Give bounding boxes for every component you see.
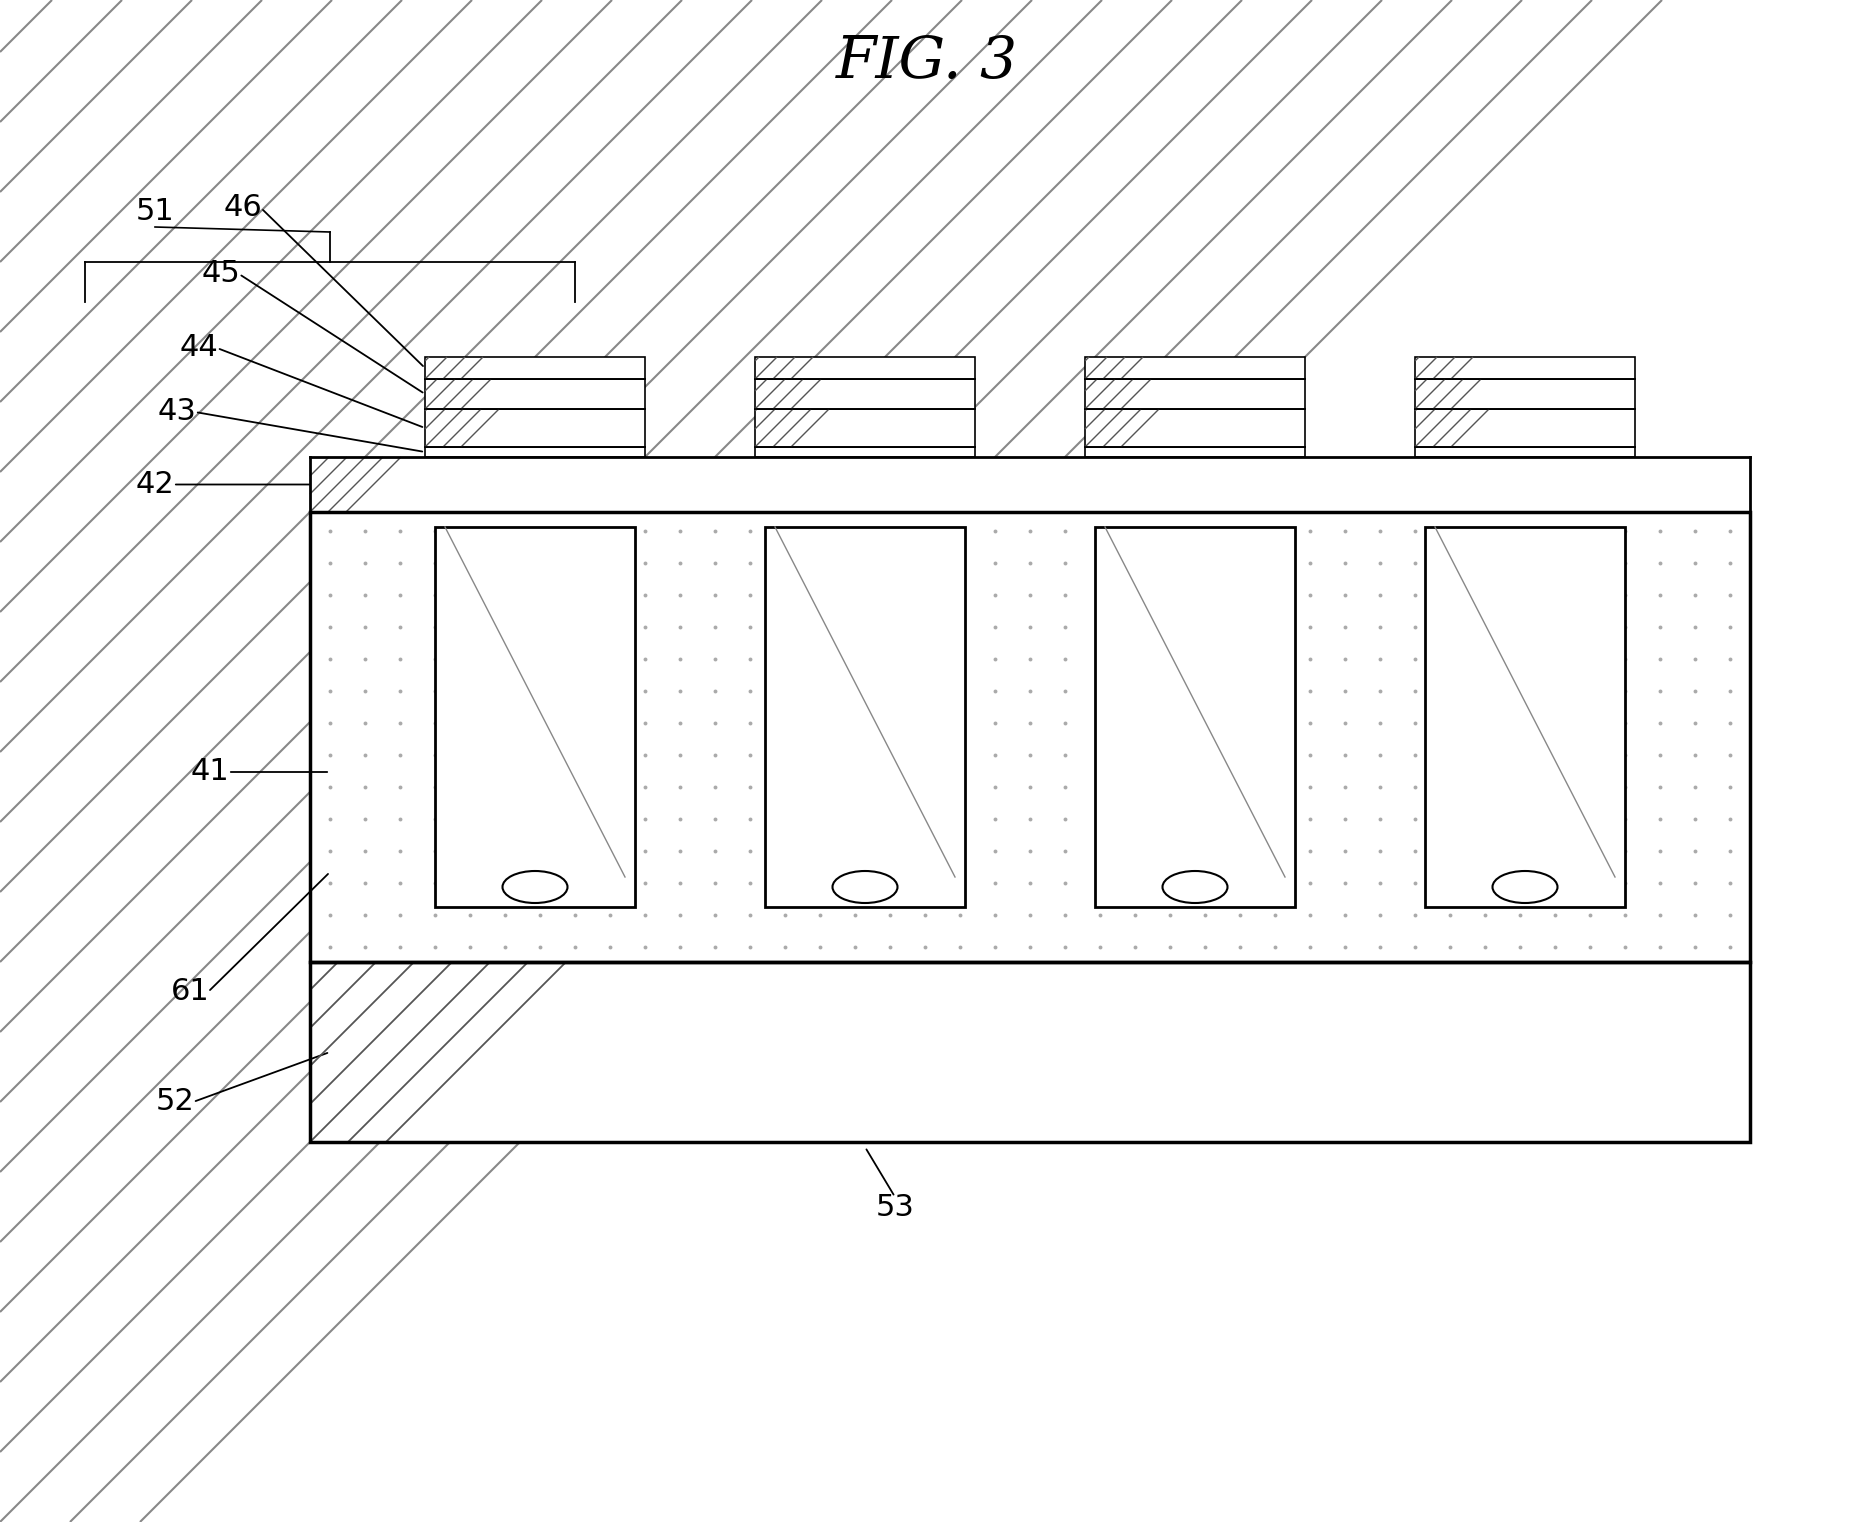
Bar <box>1415 379 1634 409</box>
Bar <box>755 379 976 409</box>
Bar <box>764 527 965 907</box>
Bar <box>425 409 646 447</box>
Bar <box>1085 379 1306 409</box>
Bar <box>425 447 646 457</box>
Text: 61: 61 <box>171 977 210 1006</box>
Bar <box>425 379 646 409</box>
Text: FIG. 3: FIG. 3 <box>837 33 1018 90</box>
Bar <box>1415 447 1634 457</box>
Text: 41: 41 <box>191 758 230 787</box>
Bar <box>1085 447 1306 457</box>
Bar <box>310 962 1749 1142</box>
Bar <box>310 962 1749 1142</box>
Bar <box>310 962 1749 1142</box>
Ellipse shape <box>833 871 898 903</box>
Bar <box>1085 409 1306 447</box>
Bar <box>425 409 646 447</box>
Bar <box>1415 358 1634 379</box>
Bar <box>310 457 1749 511</box>
Bar <box>755 358 976 379</box>
Bar <box>755 447 976 457</box>
Bar <box>1415 409 1634 447</box>
Text: 52: 52 <box>156 1088 195 1117</box>
Bar <box>425 379 646 409</box>
Bar <box>1094 527 1295 907</box>
Bar <box>425 358 646 379</box>
Bar <box>755 358 976 379</box>
Bar <box>1415 358 1634 379</box>
Bar <box>755 409 976 447</box>
Text: 44: 44 <box>180 333 219 362</box>
Ellipse shape <box>1493 871 1558 903</box>
Bar <box>1085 379 1306 409</box>
Text: 42: 42 <box>135 470 174 499</box>
Text: 51: 51 <box>135 198 174 227</box>
Bar <box>755 409 976 447</box>
Text: 53: 53 <box>876 1193 915 1222</box>
Bar <box>755 379 976 409</box>
Bar <box>310 511 1749 962</box>
Bar <box>1425 527 1625 907</box>
Bar <box>425 358 646 379</box>
Text: 46: 46 <box>224 193 262 222</box>
Bar <box>310 457 1749 511</box>
Bar <box>1085 358 1306 379</box>
Bar <box>310 511 1749 962</box>
Text: 43: 43 <box>158 397 197 426</box>
Ellipse shape <box>503 871 568 903</box>
Text: 45: 45 <box>202 259 241 289</box>
Bar <box>1085 358 1306 379</box>
Bar <box>1085 409 1306 447</box>
Bar <box>436 527 634 907</box>
Bar <box>1415 379 1634 409</box>
Ellipse shape <box>1163 871 1228 903</box>
Bar <box>1415 409 1634 447</box>
